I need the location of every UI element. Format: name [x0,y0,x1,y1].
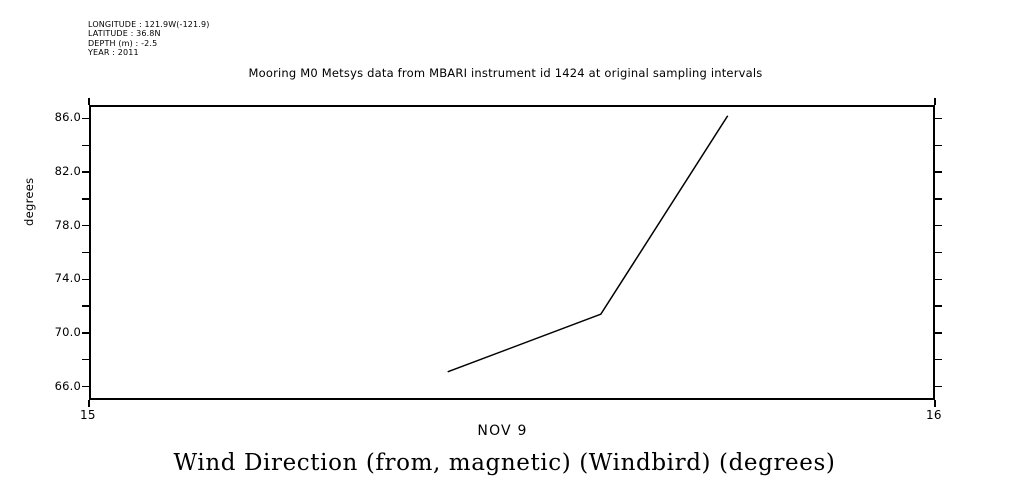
chart-title: Mooring M0 Metsys data from MBARI instru… [0,66,1009,80]
y-ticklabel: 66.0 [54,378,81,393]
data-series-plot [447,115,729,373]
axis-left-spine [89,105,91,400]
chart-title-text: Mooring M0 Metsys data from MBARI instru… [248,66,763,80]
y-tick-left [82,171,89,173]
x-tick-top [934,98,936,105]
axis-right-spine [933,105,935,400]
y-tick-left [82,359,89,361]
y-tick-left [82,278,89,280]
y-tick-left [82,144,89,146]
y-tick-right [935,117,942,120]
y-ticklabel: 78.0 [54,217,81,232]
y-tick-right [935,278,942,280]
x-axis-label-text: NOV 9 [477,423,528,439]
y-ticklabel: 74.0 [54,271,81,286]
x-ticklabel: 16 [926,408,942,422]
y-tick-right [935,144,942,146]
x-tick-bottom [934,400,936,407]
y-tick-right [935,305,942,307]
x-ticklabel: 15 [80,408,96,422]
y-tick-right [935,385,942,388]
y-tick-left [82,332,89,334]
metadata-depth: DEPTH (m) : -2.5 [88,38,158,48]
y-tick-right [935,332,942,334]
y-tick-left [82,224,89,227]
x-axis-label: NOV 9 [0,423,1009,439]
y-tick-left [82,251,89,254]
figure-caption: Wind Direction (from, magnetic) (Windbir… [173,450,836,476]
station-metadata: LONGITUDE : 121.9W(-121.9) LATITUDE : 36… [88,20,210,57]
series-line-wind-direction [447,115,729,373]
y-ticklabel: 82.0 [54,164,81,179]
axis-bottom-spine [89,398,935,400]
y-tick-right [935,198,942,200]
x-tick-bottom [88,400,90,407]
y-tick-left [82,305,89,307]
metadata-year: YEAR : 2011 [88,47,139,57]
y-tick-right [935,251,942,254]
y-axis-label: degrees [22,177,36,226]
y-tick-right [935,224,942,227]
axis-top-spine [89,105,935,107]
plot-area: 66.0 70.0 74.0 78.0 82.0 86.0 15 16 [55,98,942,422]
y-tick-right [935,171,942,173]
metadata-longitude: LONGITUDE : 121.9W(-121.9) [88,20,210,29]
y-ticklabel: 86.0 [54,110,81,125]
y-tick-right [935,359,942,361]
x-tick-top [88,98,90,105]
metadata-latitude: LATITUDE : 36.8N [88,29,161,39]
y-ticklabel: 70.0 [54,324,81,339]
y-tick-left [82,117,89,120]
y-tick-left [82,385,89,388]
y-tick-left [82,198,89,200]
